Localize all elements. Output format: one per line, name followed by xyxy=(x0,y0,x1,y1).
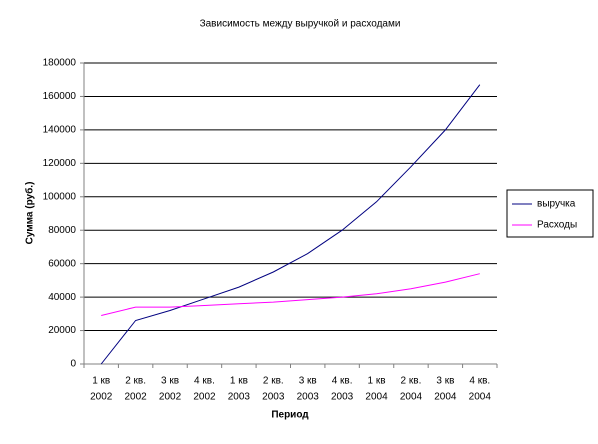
x-tick-label: 2002 xyxy=(90,392,113,403)
x-tick-label: 2 кв. xyxy=(125,376,146,387)
y-tick-label: 100000 xyxy=(43,191,77,202)
x-tick-label: 2004 xyxy=(365,392,388,403)
y-tick-label: 40000 xyxy=(48,292,76,303)
y-tick-label: 180000 xyxy=(43,58,77,69)
series-line xyxy=(101,273,480,316)
legend-label: выручка xyxy=(537,199,576,210)
legend-box xyxy=(506,189,594,238)
series-line xyxy=(100,84,481,365)
x-tick-label: 4 кв. xyxy=(332,376,353,387)
x-tick-label: 2 кв. xyxy=(401,376,422,387)
x-tick-label: 3 кв xyxy=(436,376,454,387)
y-tick-label: 160000 xyxy=(43,91,77,102)
y-tick-label: 80000 xyxy=(48,225,76,236)
x-tick-label: 4 кв. xyxy=(469,376,490,387)
y-axis-label: Сумма (руб.) xyxy=(24,182,36,245)
x-tick-label: 2003 xyxy=(228,392,251,403)
x-tick-label: 2003 xyxy=(297,392,320,403)
x-tick-label: 2002 xyxy=(193,392,216,403)
x-tick-label: 3 кв xyxy=(299,376,317,387)
y-tick-label: 20000 xyxy=(48,325,76,336)
x-tick-label: 2003 xyxy=(262,392,285,403)
x-tick-label: 4 кв. xyxy=(194,376,215,387)
x-tick-label: 2002 xyxy=(125,392,148,403)
x-axis-label: Период xyxy=(271,410,309,421)
x-tick-label: 1 кв xyxy=(368,376,386,387)
legend-label: Расходы xyxy=(537,220,577,231)
y-tick-label: 120000 xyxy=(43,158,77,169)
x-tick-label: 1 кв xyxy=(230,376,248,387)
x-tick-label: 2 кв. xyxy=(263,376,284,387)
x-tick-label: 2004 xyxy=(469,392,492,403)
x-tick-label: 2004 xyxy=(400,392,423,403)
y-tick-label: 60000 xyxy=(48,258,76,269)
x-tick-label: 3 кв xyxy=(161,376,179,387)
x-tick-label: 2003 xyxy=(331,392,354,403)
x-tick-label: 2004 xyxy=(434,392,457,403)
y-tick-label: 140000 xyxy=(43,125,77,136)
x-tick-label: 2002 xyxy=(159,392,182,403)
chart-title: Зависимость между выручкой и расходами xyxy=(200,19,401,30)
y-tick-label: 0 xyxy=(70,359,76,370)
x-tick-label: 1 кв xyxy=(92,376,110,387)
